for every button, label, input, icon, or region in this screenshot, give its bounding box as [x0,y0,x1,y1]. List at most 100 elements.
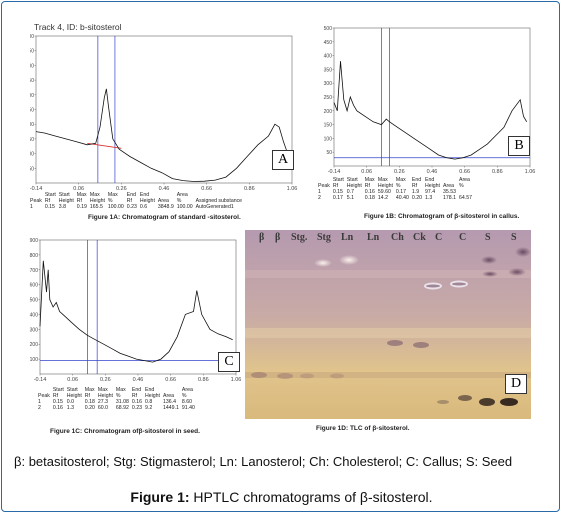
table-header: End [126,192,137,198]
table-header: Area [157,197,169,204]
y-tick-label: 100 [30,152,34,158]
table-header: Peak [318,182,330,189]
table-cell: 0.23 [126,204,137,211]
table-cell: 0.6 [139,204,148,211]
table-cell: 0.17 [395,189,407,196]
table-header: Assigned substance [195,197,243,204]
table-cell: 0.8 [145,399,153,406]
table-cell: 40.40 [395,195,409,202]
table-cell: 1.9 [411,189,420,196]
table-header: Max [107,192,118,198]
y-tick-label: 250 [324,95,333,101]
table-header: Height [346,182,362,189]
y-tick-label: 500 [30,298,39,304]
tlc-lane-label: Ch [391,232,404,243]
table-header: Height [139,197,155,204]
table-header-row: Start Start Max Max Max End End Area [30,192,245,199]
table-header: Area [163,392,174,399]
table-header: Max [97,387,108,393]
table-header: Area [181,387,193,393]
table-cell: 64.57 [458,195,472,202]
table-header: Rf [52,392,59,399]
panel-c: 900 800 700 600 500 400 300 200 100 -0.14 0.06 0.26… [22,230,244,440]
table-cell: 165.5 [89,204,103,211]
table-cell: 0.0 [66,399,75,406]
table-cell: 0.23 [131,405,142,412]
x-tick-label: 0.06 [361,169,372,175]
y-tick-label: 200 [30,342,39,348]
y-tick-label: 600 [30,283,39,289]
table-cell: 0.15 [44,204,55,211]
table-header: % [181,392,187,399]
table-cell: 0.15 [332,189,343,196]
table-header: Start [66,387,78,393]
table-header: % [107,197,113,204]
table-header: Area [458,177,470,183]
tlc-plate-image [245,230,531,419]
y-tick-label: 500 [324,26,333,32]
table-cell: 5.1 [346,195,355,202]
table-cell: 0.15 [52,399,63,406]
table-cell: 14.2 [377,195,389,202]
x-tick-label: 0.06 [73,186,84,192]
y-tick-label: 100 [324,136,333,142]
table-header: Height [145,392,160,399]
y-tick-label: 900 [30,238,39,244]
table-header: End [411,177,422,183]
table-cell: 9.2 [145,405,153,412]
y-tick-label: 250 [30,108,34,114]
table-header: Area [443,182,454,189]
panel-letter-d: D [505,374,527,394]
table-header: Start [44,192,56,198]
x-tick-label: 1.06 [231,377,242,383]
table-header: Height [66,392,82,399]
x-tick-label: -0.14 [34,377,47,383]
table-row: 1 0.15 0.7 0.16 59.60 0.17 1.9 97.4 35.53 [318,189,475,195]
table-cell: 1 [318,189,321,196]
peak-table-c: Start Start Max Max Max End End Area Peak Rf Heigh… [38,387,198,411]
y-tick-label: 200 [30,122,34,128]
figure-legend: β: betasitosterol; Stg: Stigmasterol; Ln… [14,454,513,469]
table-header: % [115,392,121,399]
x-tick-label: 0.86 [244,186,255,192]
x-tick-label: -0.14 [328,169,341,175]
y-tick-label: 400 [30,312,39,318]
x-tick-label: 1.06 [525,169,536,175]
table-cell: 3.8 [58,204,67,211]
table-cell: 100.00 [176,204,193,211]
tlc-lane-label: S [511,232,517,243]
table-cell: 27.3 [97,399,109,406]
y-tick-label: 450 [324,40,333,46]
tlc-lane-label: S [485,232,491,243]
table-cell: 97.4 [425,189,436,196]
x-tick-label: 0.26 [394,169,405,175]
tlc-lane-label: Stg. [291,232,308,243]
table-header: Height [377,182,393,189]
table-cell: 100.00 [107,204,124,211]
table-cell: 60.0 [97,405,109,412]
y-tick-label: 400 [324,54,333,60]
y-tick-label: 350 [324,67,333,73]
y-tick-label: 50 [30,166,34,172]
x-tick-label: 0.66 [459,169,470,175]
table-cell: 1 [38,399,41,406]
table-header: Max [84,387,95,393]
table-header: Area [176,192,188,198]
peak-table-a: Start Start Max Max Max End End Area Peak Rf Heigh… [30,192,245,211]
table-header: End [425,177,435,183]
chromatogram-line [39,260,233,363]
x-tick-label: 0.46 [159,186,170,192]
table-cell: 0.16 [131,399,142,406]
table-header: Start [52,387,64,393]
table-header: Rf [44,197,51,204]
table-cell: 0.18 [364,195,375,202]
table-header: Peak [38,392,50,399]
table-cell: 136.4 [163,399,176,406]
caption-c: Figure 1C: Chromatogram ofβ-sitosterol i… [50,428,200,435]
table-header: Height [58,197,74,204]
table-row: 2 0.16 1.3 0.20 60.0 68.92 0.23 9.2 1449.1 91.40 [38,405,198,411]
table-header: Rf [76,197,82,204]
track-title: Track 4, ID: b-sitosterol [34,22,122,32]
table-row: 2 0.17 5.1 0.18 14.2 40.40 0.20 1.3 178.1 64.57 [318,195,475,201]
table-cell: 0.19 [76,204,87,211]
